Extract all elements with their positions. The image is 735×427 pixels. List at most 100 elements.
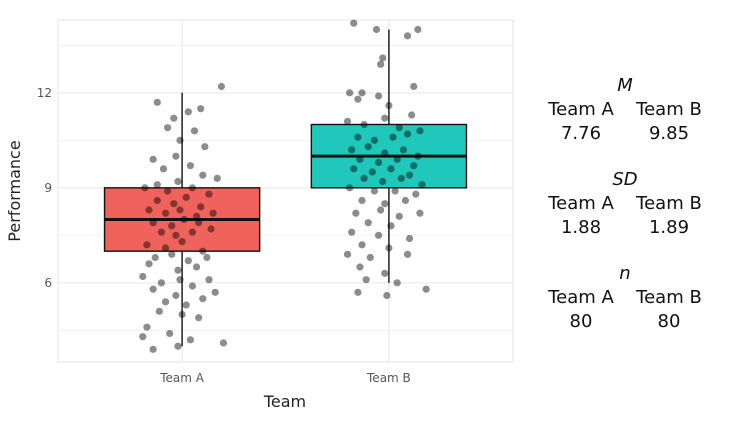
data-point xyxy=(172,231,180,239)
sd-group-b-label: Team B xyxy=(636,193,702,214)
data-point xyxy=(164,124,172,132)
data-point xyxy=(143,323,151,331)
sd-title: SD xyxy=(612,169,638,190)
jitter-points xyxy=(139,19,430,353)
mean-values: 7.76 9.85 xyxy=(530,122,720,146)
data-point xyxy=(416,209,424,217)
data-point xyxy=(141,184,149,192)
data-point xyxy=(180,215,188,224)
data-point xyxy=(381,200,389,208)
data-point xyxy=(360,120,368,129)
data-point xyxy=(346,89,354,97)
n-value-b: 80 xyxy=(657,311,681,332)
data-point xyxy=(414,152,422,160)
data-point xyxy=(356,263,364,271)
data-point xyxy=(354,95,362,103)
data-point xyxy=(159,165,168,173)
data-point xyxy=(153,181,161,189)
n-group-a-label: Team A xyxy=(548,287,614,308)
data-point xyxy=(168,222,176,230)
data-point xyxy=(389,133,397,141)
data-point xyxy=(403,250,412,258)
data-point xyxy=(385,101,393,110)
data-point xyxy=(149,155,157,163)
summary-stats: M Team A Team B 7.76 9.85 SD Team A Team… xyxy=(530,74,720,356)
data-point xyxy=(211,288,219,296)
data-point xyxy=(149,345,157,353)
data-point xyxy=(145,260,153,268)
data-point xyxy=(178,238,186,246)
data-point xyxy=(176,136,184,144)
data-point xyxy=(408,111,416,119)
data-point xyxy=(139,272,147,281)
data-point xyxy=(393,279,401,287)
data-point xyxy=(143,241,151,249)
boxes xyxy=(103,29,468,347)
data-point xyxy=(381,149,389,157)
data-point xyxy=(358,196,366,205)
data-point xyxy=(161,298,170,306)
data-point xyxy=(418,181,426,189)
data-point xyxy=(399,146,407,154)
data-point xyxy=(192,263,201,271)
mean-value-b: 9.85 xyxy=(648,123,690,144)
data-point xyxy=(157,279,166,287)
y-tick-label: 12 xyxy=(37,86,52,100)
data-point xyxy=(364,143,372,151)
data-point xyxy=(374,92,383,100)
data-point xyxy=(350,19,358,27)
data-point xyxy=(149,219,157,227)
data-point xyxy=(377,60,385,68)
data-point xyxy=(199,171,207,179)
data-point xyxy=(343,117,352,125)
data-point xyxy=(381,114,389,122)
data-point xyxy=(403,130,412,138)
data-point xyxy=(209,209,217,217)
data-point xyxy=(176,206,184,214)
data-point xyxy=(197,203,205,211)
data-point xyxy=(393,155,401,163)
data-point xyxy=(356,155,364,163)
data-point xyxy=(383,291,391,300)
data-point xyxy=(182,301,190,309)
data-point xyxy=(397,174,405,182)
data-point xyxy=(153,196,161,205)
data-point xyxy=(188,282,197,290)
data-point xyxy=(151,253,159,262)
data-point xyxy=(153,98,161,106)
data-point xyxy=(354,288,362,296)
data-point xyxy=(195,219,203,227)
data-point xyxy=(145,206,153,214)
data-point xyxy=(164,187,172,195)
data-point xyxy=(395,212,403,220)
sd-block: SD Team A Team B 1.88 1.89 xyxy=(530,168,720,240)
data-point xyxy=(207,225,215,233)
data-point xyxy=(372,25,381,34)
data-point xyxy=(395,124,403,132)
data-point xyxy=(405,234,414,243)
data-point xyxy=(155,307,163,315)
data-point xyxy=(184,108,192,116)
n-value-a: 80 xyxy=(569,311,593,332)
sd-values: 1.88 1.89 xyxy=(530,216,720,240)
data-point xyxy=(401,196,410,205)
data-point xyxy=(174,342,182,350)
data-point xyxy=(195,314,203,322)
data-point xyxy=(178,310,186,319)
data-point xyxy=(412,190,420,198)
data-point xyxy=(414,25,422,34)
data-point xyxy=(381,269,389,277)
data-point xyxy=(350,165,358,173)
data-point xyxy=(199,295,207,303)
data-point xyxy=(348,146,356,154)
data-point xyxy=(199,247,207,255)
data-point xyxy=(352,209,360,217)
data-point xyxy=(422,285,430,293)
data-point xyxy=(186,162,194,170)
y-tick-label: 6 xyxy=(44,276,52,290)
data-point xyxy=(139,333,147,341)
data-point xyxy=(391,187,399,195)
mean-group-a-label: Team A xyxy=(548,99,614,120)
sd-value-a: 1.88 xyxy=(560,217,602,238)
data-point xyxy=(379,177,387,186)
